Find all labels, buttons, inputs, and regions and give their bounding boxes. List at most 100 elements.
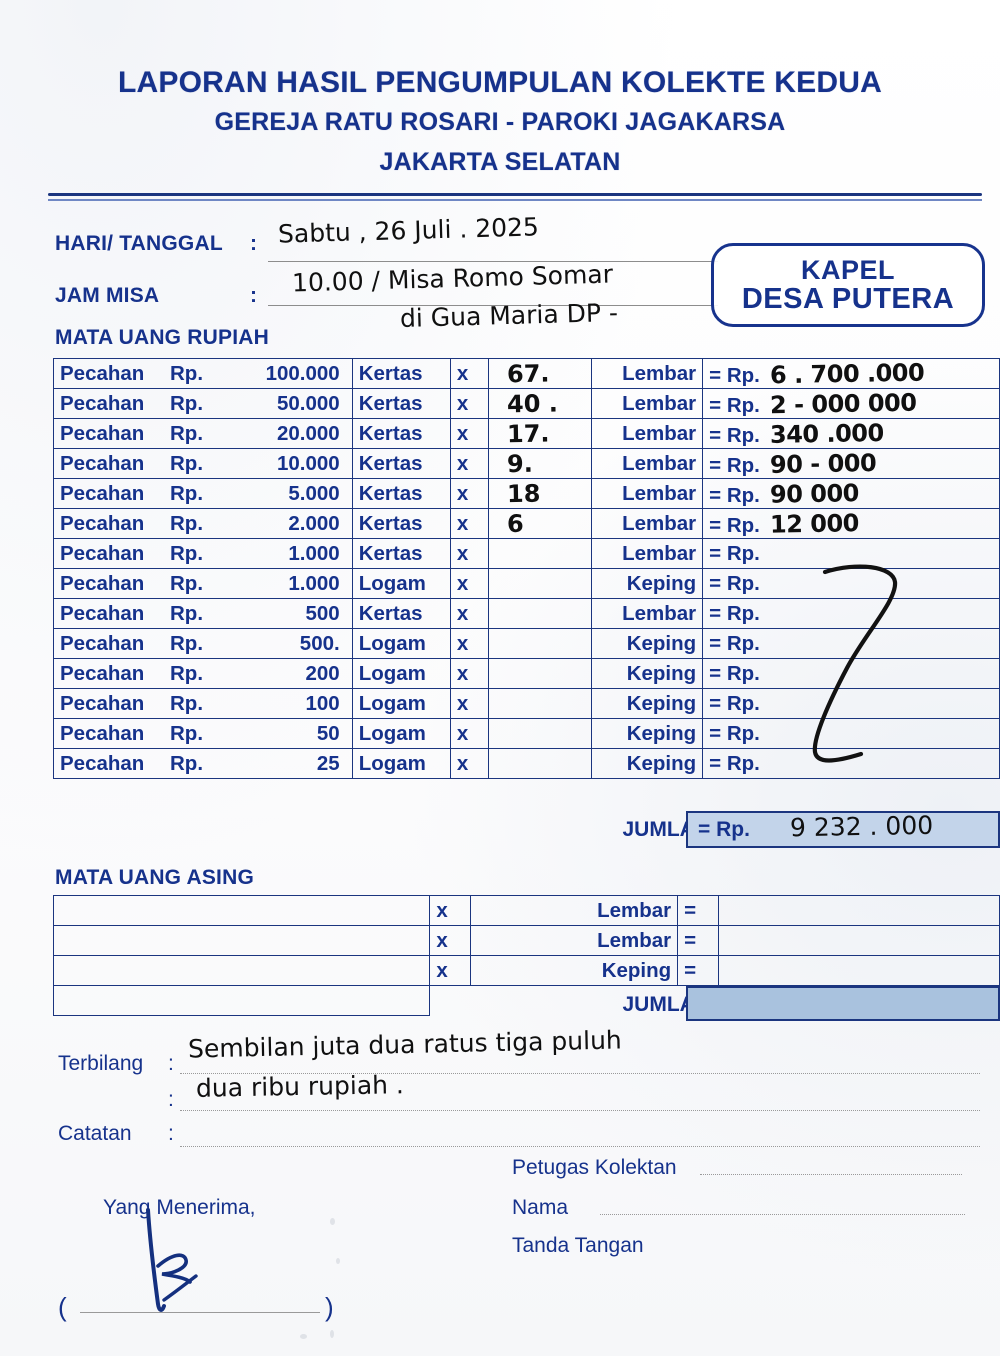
unit-cell: Keping <box>591 628 704 659</box>
terbilang-value-line2[interactable]: dua ribu rupiah . <box>195 1070 405 1103</box>
unit-cell: Keping <box>591 568 704 599</box>
foreign-amount-cell[interactable] <box>717 925 1000 956</box>
money-type-cell: Kertas <box>351 448 451 479</box>
amount-cell[interactable]: = Rp. <box>702 748 1000 779</box>
amount-value: 12 000 <box>769 508 859 539</box>
multiply-symbol: x <box>449 538 489 569</box>
rp-label: Rp. <box>170 721 204 745</box>
amount-cell[interactable]: = Rp. <box>702 628 1000 659</box>
nama-label: Nama <box>512 1196 569 1219</box>
scan-smudge-4 <box>330 1330 334 1338</box>
header-divider <box>48 193 982 201</box>
pecahan-label: Pecahan <box>60 661 145 685</box>
quantity-cell[interactable]: 67. <box>487 358 593 389</box>
foreign-currency-name-cell[interactable] <box>52 955 431 986</box>
denomination-value: 500. <box>299 631 340 655</box>
rp-label: Rp. <box>170 661 204 685</box>
quantity-cell[interactable] <box>487 538 593 569</box>
equals-rp-label: = Rp. <box>709 751 760 775</box>
terbilang-underline-2 <box>180 1110 980 1111</box>
denomination-cell: Pecahan Rp. 100.000 <box>53 358 353 389</box>
terbilang-value-line1[interactable]: Sembilan juta dua ratus tiga puluh <box>187 1025 623 1064</box>
hari-tanggal-value[interactable]: Sabtu , 26 Juli . 2025 <box>277 212 540 249</box>
yang-menerima-label: Yang Menerima, <box>103 1196 256 1219</box>
equals-rp-label: = Rp. <box>709 631 760 655</box>
amount-cell[interactable]: = Rp. <box>702 598 1000 629</box>
money-type-cell: Kertas <box>351 508 451 539</box>
multiply-symbol: x <box>449 658 489 689</box>
quantity-cell[interactable] <box>487 688 593 719</box>
denomination-cell: Pecahan Rp. 500 <box>53 598 353 629</box>
foreign-currency-table: x Lembar = x Lembar = x Keping = <box>52 895 1000 1016</box>
amount-cell[interactable]: = Rp. 12 000 <box>702 508 1000 539</box>
quantity-cell[interactable]: 17. <box>487 418 593 449</box>
amount-cell[interactable]: = Rp. 90 - 000 <box>702 448 1000 479</box>
quantity-value: 67. <box>506 359 550 388</box>
quantity-cell[interactable]: 6 <box>487 508 593 539</box>
money-type-cell: Logam <box>351 628 451 659</box>
pecahan-label: Pecahan <box>60 751 145 775</box>
pecahan-label: Pecahan <box>60 571 145 595</box>
amount-cell[interactable]: = Rp. 6 . 700 .000 <box>702 358 1000 389</box>
quantity-cell[interactable]: 9. <box>487 448 593 479</box>
amount-cell[interactable]: = Rp. 90 000 <box>702 478 1000 509</box>
equals-symbol: = <box>677 925 719 956</box>
unit-cell: Lembar <box>469 895 679 926</box>
quantity-cell[interactable] <box>487 568 593 599</box>
table-row: Pecahan Rp. 50.000 Kertas x 40 . Lembar = Rp. 2 … <box>53 388 1000 419</box>
amount-cell[interactable]: = Rp. 340 .000 <box>702 418 1000 449</box>
rp-label: Rp. <box>170 421 204 445</box>
jam-misa-value[interactable]: 10.00 / Misa Romo Somar <box>291 259 614 298</box>
amount-cell[interactable]: = Rp. <box>702 538 1000 569</box>
table-row: Pecahan Rp. 10.000 Kertas x 9. Lembar = Rp. 90 -… <box>53 448 1000 479</box>
table-row: Pecahan Rp. 500. Logam x Keping = Rp. <box>53 628 1000 659</box>
denomination-cell: Pecahan Rp. 50 <box>53 718 353 749</box>
asing-jumlah-cell <box>686 986 1000 1021</box>
amount-cell[interactable]: = Rp. <box>702 658 1000 689</box>
catatan-colon: : <box>168 1122 174 1145</box>
money-type-cell: Logam <box>351 748 451 779</box>
quantity-cell[interactable]: 18 <box>487 478 593 509</box>
quantity-cell[interactable]: 40 . <box>487 388 593 419</box>
equals-rp-label: = Rp. <box>709 721 760 745</box>
quantity-cell[interactable] <box>487 718 593 749</box>
equals-symbol: = <box>677 895 719 926</box>
mata-uang-asing-label: MATA UANG ASING <box>55 866 254 889</box>
unit-cell: Keping <box>469 955 679 986</box>
unit-cell: Lembar <box>591 508 704 539</box>
denomination-value: 25 <box>316 751 340 775</box>
foreign-currency-name-cell[interactable] <box>52 895 431 926</box>
jam-misa-value-line2[interactable]: di Gua Maria DP - <box>399 297 619 334</box>
rupiah-jumlah-value[interactable]: 9 232 . 000 <box>789 810 934 843</box>
denomination-value: 100 <box>305 691 340 715</box>
rupiah-denomination-table: Pecahan Rp. 100.000 Kertas x 67. Lembar = Rp. 6 … <box>53 358 1000 779</box>
amount-cell[interactable]: = Rp. <box>702 568 1000 599</box>
quantity-cell[interactable] <box>487 658 593 689</box>
denomination-cell: Pecahan Rp. 25 <box>53 748 353 779</box>
scan-smudge-3 <box>300 1334 307 1339</box>
foreign-amount-cell[interactable] <box>717 955 1000 986</box>
pecahan-label: Pecahan <box>60 421 145 445</box>
amount-value: 6 . 700 .000 <box>769 358 925 389</box>
money-type-cell: Kertas <box>351 358 451 389</box>
quantity-cell[interactable] <box>487 748 593 779</box>
amount-cell[interactable]: = Rp. 2 - 000 000 <box>702 388 1000 419</box>
terbilang-colon-2: : <box>168 1088 174 1111</box>
money-type-cell: Logam <box>351 718 451 749</box>
rp-label: Rp. <box>170 631 204 655</box>
rupiah-jumlah-cell: = Rp. <box>686 811 1000 848</box>
pecahan-label: Pecahan <box>60 511 145 535</box>
quantity-value: 17. <box>506 419 550 448</box>
unit-cell: Lembar <box>591 358 704 389</box>
denomination-cell: Pecahan Rp. 100 <box>53 688 353 719</box>
denomination-value: 1.000 <box>288 571 340 595</box>
quantity-cell[interactable] <box>487 628 593 659</box>
quantity-cell[interactable] <box>487 598 593 629</box>
money-type-cell: Kertas <box>351 418 451 449</box>
amount-cell[interactable]: = Rp. <box>702 688 1000 719</box>
foreign-currency-name-cell[interactable] <box>52 925 431 956</box>
amount-cell[interactable]: = Rp. <box>702 718 1000 749</box>
page-title-line3: JAKARTA SELATAN <box>379 148 621 176</box>
foreign-amount-cell[interactable] <box>717 895 1000 926</box>
